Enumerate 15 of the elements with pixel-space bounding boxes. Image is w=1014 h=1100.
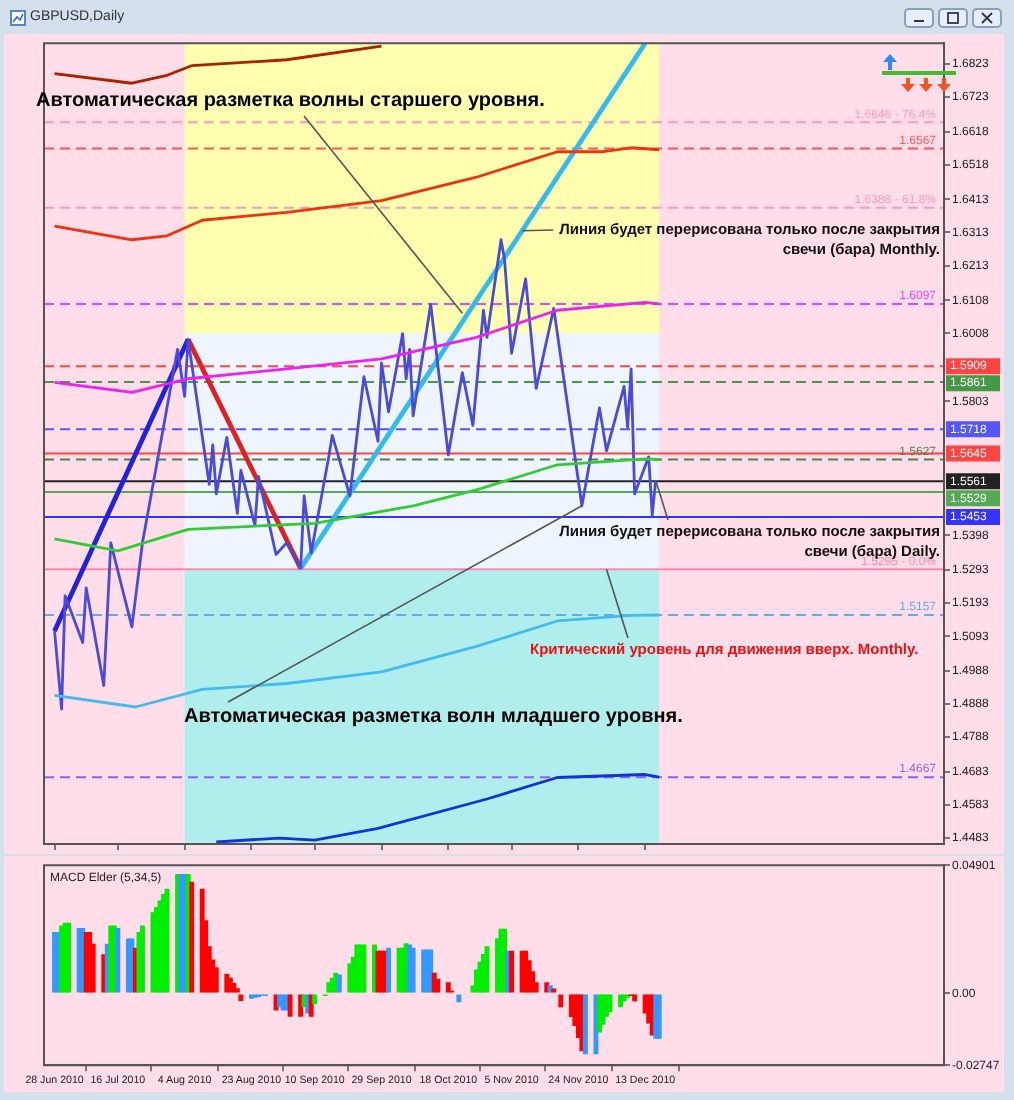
bar — [164, 888, 170, 993]
bar — [298, 994, 304, 1017]
bar — [238, 994, 244, 1001]
bar — [435, 979, 441, 993]
bar — [189, 881, 195, 993]
bar — [287, 994, 293, 1017]
bar — [445, 982, 451, 993]
bar — [558, 994, 564, 1008]
bar — [618, 994, 624, 1008]
bar — [632, 994, 638, 1002]
bar — [312, 994, 318, 1005]
bar — [456, 994, 462, 1003]
bar — [139, 925, 145, 993]
bar — [213, 967, 219, 993]
annotation: Автоматическая разметка волн младшего уровня. — [184, 705, 684, 728]
